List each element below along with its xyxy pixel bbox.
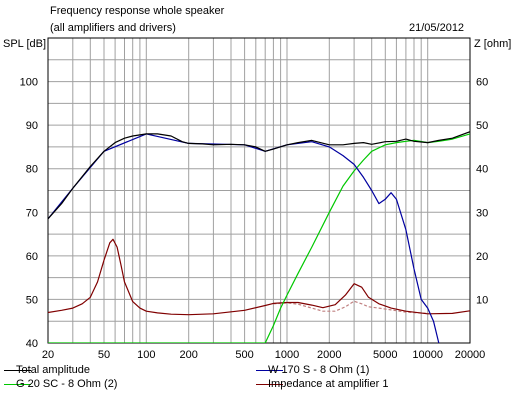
y-right-tick-label-30: 30 bbox=[476, 207, 488, 219]
x-tick-label-5000: 5000 bbox=[373, 349, 397, 361]
y-left-tick-label-100: 100 bbox=[20, 77, 38, 89]
y-axis-left-label: SPL [dB] bbox=[3, 38, 47, 50]
series-line-4 bbox=[273, 300, 428, 314]
y-left-tick-label-40: 40 bbox=[26, 338, 38, 350]
y-right-tick-label-10: 10 bbox=[476, 294, 488, 306]
x-tick-label-2000: 2000 bbox=[317, 349, 341, 361]
legend-item-tweeter: G 20 SC - 8 Ohm (2) bbox=[16, 378, 118, 390]
legend-line-2 bbox=[4, 384, 31, 385]
legend-item-woofer: W 170 S - 8 Ohm (1) bbox=[268, 364, 370, 376]
y-left-tick-label-90: 90 bbox=[26, 120, 38, 132]
x-tick-label-20000: 20000 bbox=[455, 349, 486, 361]
series-line-0 bbox=[48, 131, 470, 220]
x-tick-label-50: 50 bbox=[98, 349, 110, 361]
legend-line-0 bbox=[4, 370, 31, 371]
chart-subtitle: (all amplifiers and drivers) bbox=[50, 22, 176, 34]
y-left-tick-label-60: 60 bbox=[26, 251, 38, 263]
x-tick-label-1000: 1000 bbox=[275, 349, 299, 361]
legend-line-3 bbox=[256, 384, 283, 385]
series-line-3 bbox=[48, 238, 470, 316]
y-axis-right-label: Z [ohm] bbox=[474, 38, 512, 50]
y-right-tick-label-40: 40 bbox=[476, 164, 488, 176]
y-left-tick-label-80: 80 bbox=[26, 164, 38, 176]
legend-item-impedance: Impedance at amplifier 1 bbox=[268, 378, 389, 390]
x-tick-label-200: 200 bbox=[180, 349, 198, 361]
x-tick-label-10000: 10000 bbox=[412, 349, 443, 361]
y-right-tick-label-20: 20 bbox=[476, 251, 488, 263]
y-left-tick-label-50: 50 bbox=[26, 294, 38, 306]
x-tick-label-20: 20 bbox=[42, 349, 54, 361]
legend-item-total-amplitude: Total amplitude bbox=[16, 364, 90, 376]
chart-title: Frequency response whole speaker bbox=[50, 5, 225, 17]
chart-date: 21/05/2012 bbox=[409, 22, 465, 34]
y-right-tick-label-50: 50 bbox=[476, 120, 488, 132]
y-left-tick-label-70: 70 bbox=[26, 207, 38, 219]
legend-line-1 bbox=[256, 370, 283, 371]
y-right-tick-label-60: 60 bbox=[476, 77, 488, 89]
series-line-1 bbox=[48, 133, 440, 343]
x-tick-label-500: 500 bbox=[235, 349, 253, 361]
x-tick-label-100: 100 bbox=[137, 349, 155, 361]
